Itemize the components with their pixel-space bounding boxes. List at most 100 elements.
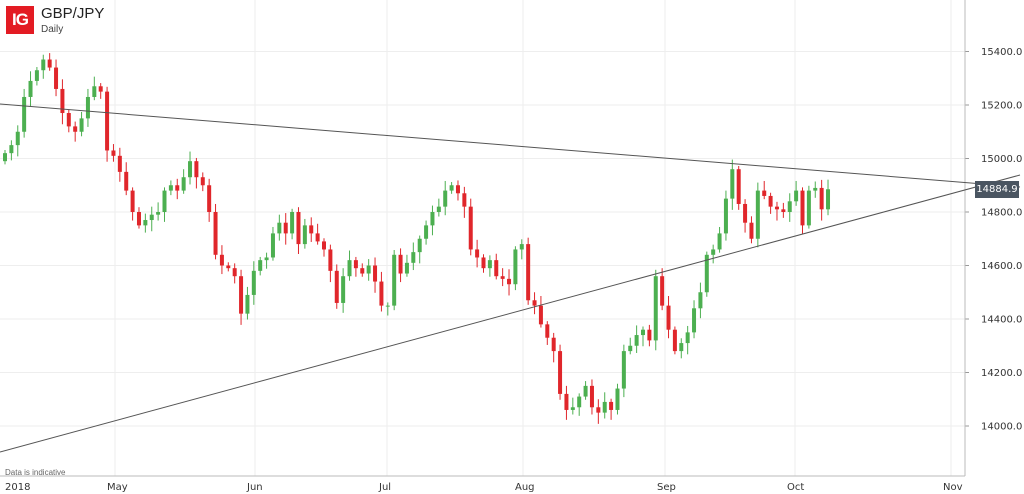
x-tick-label: May	[107, 482, 128, 493]
candle-body	[60, 88, 65, 114]
candle-body	[430, 212, 435, 226]
candle-body	[341, 276, 346, 303]
y-tick-label: 15200.0	[981, 101, 1022, 112]
candle-body	[768, 195, 773, 207]
candle-body	[302, 225, 307, 245]
candle-body	[628, 345, 633, 352]
candle-body	[800, 190, 805, 226]
candle-body	[424, 225, 429, 239]
candle-body	[615, 388, 620, 410]
candle-body	[609, 401, 614, 410]
title-block: GBP/JPY Daily	[41, 6, 104, 35]
candle-body	[54, 67, 59, 89]
x-tick-label: 2018	[5, 482, 30, 493]
candle-body	[41, 59, 46, 71]
candle-body	[411, 252, 416, 263]
candle-body	[819, 187, 824, 210]
candle-body	[322, 241, 326, 250]
x-tick-label: Sep	[657, 482, 676, 493]
candle-body	[653, 276, 658, 341]
candle-body	[73, 126, 78, 132]
candle-body	[774, 206, 779, 210]
candle-body	[168, 185, 173, 191]
candle-body	[513, 249, 518, 285]
y-tick-label: 15000.0	[981, 154, 1022, 165]
candle-body	[379, 281, 384, 306]
candle-body	[647, 329, 652, 341]
candle-body	[743, 203, 748, 223]
candle-body	[98, 86, 103, 92]
candle-body	[826, 189, 831, 210]
candle-body	[200, 177, 205, 186]
axes	[0, 0, 969, 477]
candle-body	[347, 260, 352, 277]
candle-body	[538, 305, 543, 325]
candle-body	[251, 270, 256, 295]
candle-body	[468, 206, 473, 250]
candle-body	[245, 294, 250, 314]
candle-body	[270, 233, 275, 258]
chart-header: IG GBP/JPY Daily	[6, 6, 104, 35]
candle-body	[353, 260, 358, 269]
candle-body	[570, 407, 575, 410]
candle-body	[577, 396, 582, 408]
candle-body	[283, 222, 288, 234]
candle-body	[162, 190, 167, 212]
candle-body	[730, 169, 735, 199]
candle-body	[449, 185, 454, 191]
ig-logo: IG	[6, 6, 34, 34]
candle-body	[296, 212, 301, 245]
candle-body	[188, 161, 193, 178]
candle-body	[475, 249, 480, 258]
candle-body	[207, 185, 212, 212]
x-tick-label: Oct	[787, 482, 804, 493]
data-disclaimer: Data is indicative	[5, 468, 66, 477]
candle-body	[366, 265, 371, 274]
candle-body	[698, 292, 703, 309]
candle-body	[532, 300, 537, 306]
candle-body	[130, 190, 135, 212]
y-tick-label: 14800.0	[981, 208, 1022, 219]
candle-body	[672, 329, 677, 352]
candle-body	[79, 118, 84, 132]
y-tick-label: 14000.0	[981, 422, 1022, 433]
candle-body	[404, 262, 409, 274]
x-tick-label: Aug	[515, 482, 535, 493]
candle-body	[519, 244, 524, 250]
candle-body	[149, 214, 154, 221]
candle-body	[436, 206, 441, 212]
candle-body	[3, 153, 7, 162]
candle-body	[47, 59, 52, 68]
grid-lines	[0, 0, 965, 476]
candle-body	[666, 305, 671, 330]
candle-body	[634, 335, 639, 346]
candle-body	[526, 244, 531, 301]
candle-body	[385, 305, 390, 307]
resistance-trendline	[0, 103, 1021, 188]
candle-body	[226, 265, 231, 269]
instrument-title: GBP/JPY	[41, 5, 105, 22]
candle-body	[181, 177, 186, 191]
candle-body	[794, 190, 799, 202]
candle-body	[258, 260, 263, 271]
candle-body	[194, 161, 199, 178]
candle-body	[589, 385, 594, 408]
candle-body	[392, 254, 397, 306]
candle-body	[762, 190, 767, 196]
candle-body	[315, 233, 320, 242]
candle-body	[156, 212, 161, 215]
candle-body	[124, 171, 129, 191]
candle-body	[481, 257, 486, 269]
candle-body	[22, 96, 27, 132]
candle-body	[781, 209, 786, 212]
candle-body	[749, 222, 754, 239]
candle-body	[500, 276, 505, 279]
x-tick-label: Nov	[943, 482, 963, 493]
candle-body	[232, 268, 237, 277]
x-tick-label: Jun	[246, 482, 263, 493]
candle-body	[398, 254, 403, 274]
candle-body	[309, 225, 314, 234]
candle-body	[328, 249, 333, 271]
candle-body	[685, 332, 690, 344]
candle-body	[494, 260, 499, 277]
